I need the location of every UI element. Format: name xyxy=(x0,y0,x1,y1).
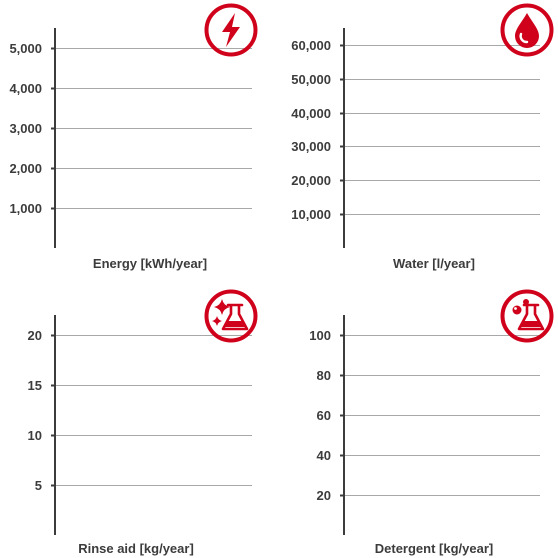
x-axis-label: Rinse aid [kg/year] xyxy=(78,541,194,556)
y-tick-label: 4,000 xyxy=(9,81,42,96)
lightning-bolt-icon xyxy=(204,3,258,57)
chart-panel: 10,000 20,000 30,000 40,000 50,000 60,000 Wate… xyxy=(291,3,554,271)
y-tick-label: 100 xyxy=(309,328,331,343)
y-tick-label: 10 xyxy=(28,428,42,443)
y-tick-label: 60,000 xyxy=(291,38,331,53)
x-axis-label: Water [l/year] xyxy=(393,256,475,271)
y-tick-label: 40,000 xyxy=(291,106,331,121)
y-tick-label: 60 xyxy=(317,408,331,423)
water-drop-icon xyxy=(500,3,554,57)
y-tick-label: 80 xyxy=(317,368,331,383)
y-tick-label: 3,000 xyxy=(9,121,42,136)
y-tick-label: 10,000 xyxy=(291,207,331,222)
x-axis-label: Detergent [kg/year] xyxy=(375,541,493,556)
y-tick-label: 30,000 xyxy=(291,139,331,154)
chart-panel: 5 10 15 20 Rinse aid [kg/year] xyxy=(28,289,258,556)
y-tick-label: 5 xyxy=(35,478,42,493)
chart-panel: 1,000 2,000 3,000 4,000 5,000 Energy [kWh/yea… xyxy=(9,3,258,271)
y-tick-label: 2,000 xyxy=(9,161,42,176)
bubbles-flask-icon xyxy=(500,289,554,343)
y-tick-label: 5,000 xyxy=(9,41,42,56)
y-tick-label: 20 xyxy=(317,488,331,503)
y-tick-label: 40 xyxy=(317,448,331,463)
sparkle-flask-icon xyxy=(204,289,258,343)
y-tick-label: 50,000 xyxy=(291,72,331,87)
x-axis-label: Energy [kWh/year] xyxy=(93,256,207,271)
y-tick-label: 15 xyxy=(28,378,42,393)
y-tick-label: 1,000 xyxy=(9,201,42,216)
y-tick-label: 20,000 xyxy=(291,173,331,188)
chart-panel: 20 40 60 80 100 Detergent [kg/year] xyxy=(309,289,554,556)
y-tick-label: 20 xyxy=(28,328,42,343)
